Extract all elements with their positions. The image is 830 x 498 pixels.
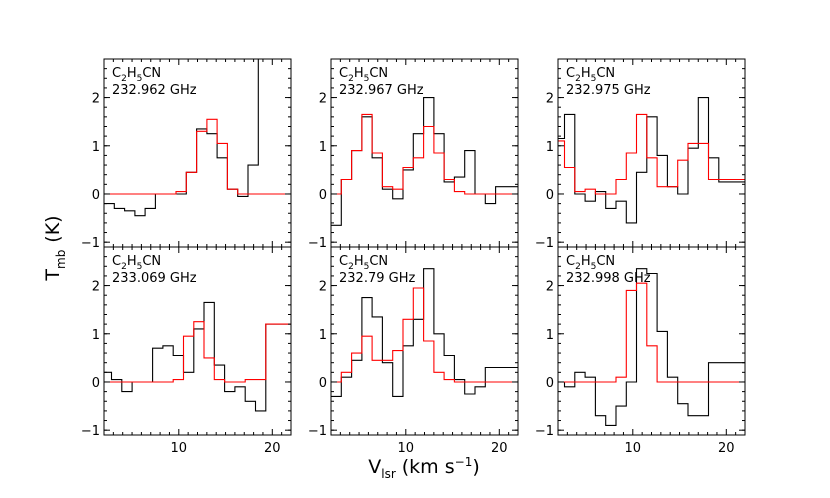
x-axis-label: Vlsr (km s−1) bbox=[368, 455, 480, 481]
model-spectrum-line bbox=[331, 113, 518, 195]
x-tick-label: 20 bbox=[264, 441, 281, 456]
panel-frequency-label: 233.069 GHz bbox=[112, 271, 197, 286]
panel-molecule-label: C2H5CN bbox=[339, 66, 388, 84]
panel-frequency-label: 232.998 GHz bbox=[566, 271, 651, 286]
observed-spectrum-line bbox=[558, 268, 745, 426]
x-tick-label: 20 bbox=[718, 441, 735, 456]
model-spectrum-line bbox=[104, 321, 291, 383]
panel-frequency-label: 232.975 GHz bbox=[566, 83, 651, 98]
panel-molecule-label: C2H5CN bbox=[566, 66, 615, 84]
panel-5-series bbox=[331, 268, 518, 397]
y-tick-label: 1 bbox=[319, 140, 327, 155]
y-tick-label: 0 bbox=[319, 376, 327, 391]
y-tick-label: −1 bbox=[535, 424, 554, 439]
panel-frequency-label: 232.967 GHz bbox=[339, 83, 424, 98]
y-tick-label: 2 bbox=[546, 280, 554, 295]
x-axis-label-text: Vlsr (km s−1) bbox=[368, 455, 480, 481]
y-axis-label-text: Tmb(K) bbox=[42, 215, 68, 281]
y-tick-label: −1 bbox=[81, 424, 100, 439]
model-spectrum-line bbox=[558, 282, 745, 383]
y-tick-label: 1 bbox=[546, 140, 554, 155]
observed-spectrum-line bbox=[104, 301, 291, 412]
observed-spectrum-line bbox=[558, 97, 745, 224]
y-tick-label: 0 bbox=[546, 376, 554, 391]
y-tick-label: 2 bbox=[319, 92, 327, 107]
y-tick-label: 0 bbox=[92, 188, 100, 203]
panel-molecule-label: C2H5CN bbox=[339, 254, 388, 272]
y-tick-label: 1 bbox=[92, 140, 100, 155]
y-tick-label: −1 bbox=[81, 236, 100, 251]
observed-spectrum-line bbox=[331, 97, 518, 226]
panel-molecule-label: C2H5CN bbox=[112, 66, 161, 84]
y-tick-label: −1 bbox=[308, 236, 327, 251]
y-tick-label: 2 bbox=[319, 280, 327, 295]
model-spectrum-line bbox=[104, 118, 291, 195]
y-tick-label: 1 bbox=[319, 328, 327, 343]
y-tick-label: −1 bbox=[308, 424, 327, 439]
x-tick-label: 10 bbox=[171, 441, 188, 456]
panel-6-series bbox=[558, 268, 745, 426]
y-tick-label: 0 bbox=[319, 188, 327, 203]
panel-1-series bbox=[104, 59, 291, 217]
y-axis-label: Tmb(K) bbox=[42, 215, 68, 281]
x-tick-label: 10 bbox=[625, 441, 642, 456]
y-tick-label: 1 bbox=[92, 328, 100, 343]
y-tick-label: 2 bbox=[92, 280, 100, 295]
panel-frequency-label: 232.79 GHz bbox=[339, 271, 415, 286]
observed-spectrum-line bbox=[331, 268, 518, 397]
y-tick-label: 0 bbox=[546, 188, 554, 203]
panel-frequency-label: 232.962 GHz bbox=[112, 83, 197, 98]
panel-3-series bbox=[558, 97, 745, 224]
y-tick-label: 0 bbox=[92, 376, 100, 391]
panel-4-series bbox=[104, 301, 291, 412]
y-tick-label: 2 bbox=[546, 92, 554, 107]
model-spectrum-line bbox=[331, 287, 518, 383]
panel-molecule-label: C2H5CN bbox=[566, 254, 615, 272]
panel-molecule-label: C2H5CN bbox=[112, 254, 161, 272]
x-tick-label: 10 bbox=[398, 441, 415, 456]
panel-2-series bbox=[331, 97, 518, 226]
y-tick-label: 2 bbox=[92, 92, 100, 107]
y-tick-label: −1 bbox=[535, 236, 554, 251]
model-spectrum-line bbox=[558, 113, 745, 195]
y-tick-label: 1 bbox=[546, 328, 554, 343]
x-tick-label: 20 bbox=[491, 441, 508, 456]
